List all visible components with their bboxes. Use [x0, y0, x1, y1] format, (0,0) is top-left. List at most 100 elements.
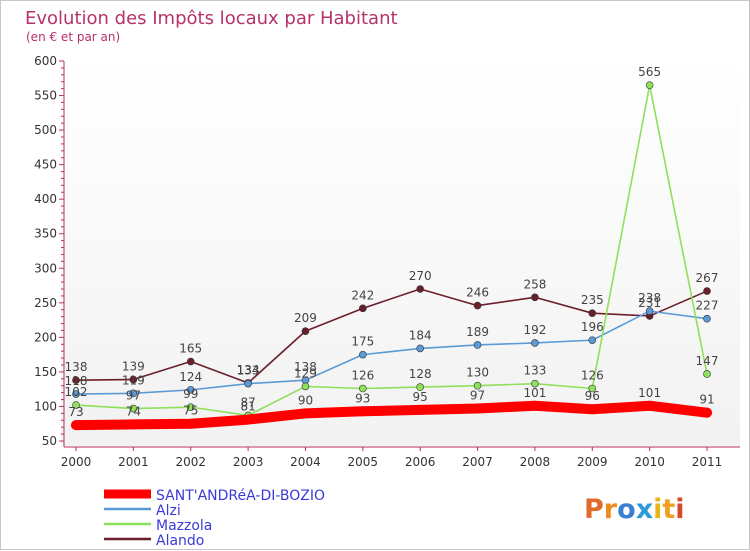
plot-area — [61, 56, 740, 446]
y-tick-label: 300 — [34, 261, 57, 275]
y-tick-label: 50 — [42, 434, 57, 448]
y-tick-label: 350 — [34, 227, 57, 241]
x-tick-label: 2000 — [61, 455, 92, 469]
x-tick-label: 2003 — [233, 455, 264, 469]
x-tick-label: 2008 — [520, 455, 551, 469]
series-0 — [71, 400, 712, 431]
y-tick-label: 250 — [34, 296, 57, 310]
data-point — [588, 309, 597, 317]
series-2 — [72, 81, 711, 420]
x-tick-label: 2010 — [634, 455, 665, 469]
data-point — [243, 414, 254, 425]
data-point — [416, 383, 424, 391]
data-point — [473, 341, 482, 349]
data-label: 267 — [696, 271, 719, 285]
data-label: 134 — [237, 363, 260, 377]
data-point — [472, 403, 483, 414]
data-label: 101 — [523, 386, 546, 400]
data-label: 73 — [68, 405, 83, 419]
data-point — [301, 382, 310, 391]
data-point — [416, 285, 424, 293]
y-tick-label: 500 — [34, 123, 57, 137]
data-label: 192 — [523, 323, 546, 337]
data-point — [186, 357, 195, 366]
axes: 50 100 150 200 250 300 350 400 450 500 550 600 2000 2… — [34, 54, 740, 469]
data-point — [587, 404, 598, 415]
data-label: 128 — [409, 367, 432, 381]
series-layer — [71, 81, 712, 431]
data-point — [129, 404, 138, 413]
x-tick-label: 2007 — [462, 455, 493, 469]
data-point — [531, 379, 539, 388]
data-point — [72, 390, 80, 398]
data-label: 246 — [466, 286, 489, 300]
data-point — [588, 336, 597, 344]
data-label: 118 — [65, 374, 88, 388]
data-label: 90 — [298, 393, 313, 407]
x-tick-label: 2009 — [577, 455, 608, 469]
y-tick-label: 550 — [34, 89, 57, 103]
legend-label: Mazzola — [156, 518, 212, 534]
data-point — [702, 407, 712, 418]
x-tick-label: 2006 — [405, 455, 436, 469]
data-point — [645, 81, 654, 89]
data-point — [359, 384, 367, 393]
data-point — [529, 400, 540, 411]
data-label: 147 — [696, 354, 719, 368]
data-label: 119 — [122, 373, 145, 387]
data-label: 133 — [523, 364, 546, 378]
x-tick-label: 2011 — [692, 455, 723, 469]
y-tick-label: 600 — [34, 54, 57, 68]
data-label: 102 — [65, 385, 88, 399]
data-label: 99 — [183, 387, 198, 401]
data-point — [300, 408, 311, 419]
data-label: 96 — [585, 389, 600, 403]
data-point — [186, 386, 195, 394]
data-label: 95 — [413, 390, 428, 404]
data-point — [301, 327, 310, 335]
data-point — [473, 381, 482, 390]
legend-label: Alando — [156, 533, 204, 549]
data-label: 130 — [466, 366, 489, 380]
data-point — [186, 403, 195, 411]
data-label: 209 — [294, 311, 317, 325]
data-label: 235 — [581, 293, 604, 307]
series-line — [75, 288, 708, 384]
data-point — [531, 339, 539, 347]
data-label: 81 — [240, 400, 255, 414]
data-label: 270 — [409, 269, 432, 283]
data-point — [72, 376, 80, 385]
x-tick-label: 2005 — [348, 455, 379, 469]
data-label: 138 — [65, 360, 88, 374]
data-point — [588, 384, 597, 393]
data-point — [244, 379, 252, 388]
proxiti-logo: Proxiti — [584, 494, 685, 525]
y-tick-label: 150 — [34, 365, 57, 379]
data-label: 165 — [179, 342, 202, 356]
data-point — [129, 375, 138, 384]
y-tick-label: 200 — [34, 330, 57, 344]
data-label: 189 — [466, 325, 489, 339]
series-line — [71, 400, 712, 431]
data-label: 101 — [638, 386, 661, 400]
data-point — [357, 406, 368, 417]
y-tick-label: 100 — [34, 399, 57, 413]
data-label: 126 — [351, 368, 374, 382]
data-point — [415, 404, 426, 415]
data-label: 238 — [638, 291, 661, 305]
data-point — [129, 389, 138, 398]
data-point — [72, 401, 80, 409]
data-point — [703, 314, 711, 323]
x-tick-label: 2001 — [118, 455, 149, 469]
data-label: 97 — [126, 389, 141, 403]
series-line — [75, 84, 708, 417]
data-point — [644, 400, 655, 411]
data-label: 93 — [355, 391, 370, 405]
data-label: 75 — [183, 404, 198, 418]
data-point — [703, 287, 711, 295]
data-point — [416, 344, 424, 353]
data-point — [703, 370, 711, 378]
